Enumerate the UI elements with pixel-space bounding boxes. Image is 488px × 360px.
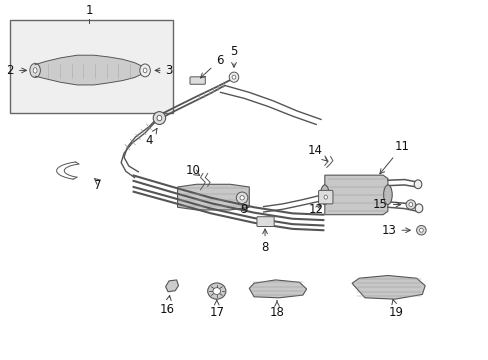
Ellipse shape xyxy=(414,204,422,213)
Ellipse shape xyxy=(240,195,244,200)
Ellipse shape xyxy=(320,185,328,204)
Ellipse shape xyxy=(405,200,415,209)
Ellipse shape xyxy=(413,180,421,189)
Text: 18: 18 xyxy=(269,301,284,319)
Text: 19: 19 xyxy=(388,300,403,319)
Polygon shape xyxy=(351,275,425,299)
Ellipse shape xyxy=(157,115,162,121)
FancyBboxPatch shape xyxy=(190,77,205,84)
Ellipse shape xyxy=(236,192,247,203)
Text: 11: 11 xyxy=(379,140,409,174)
Text: 16: 16 xyxy=(159,296,174,316)
Ellipse shape xyxy=(33,68,37,73)
Ellipse shape xyxy=(416,225,425,235)
Ellipse shape xyxy=(232,75,235,79)
Text: 9: 9 xyxy=(239,203,247,216)
Text: 2: 2 xyxy=(6,64,26,77)
Text: 12: 12 xyxy=(308,203,323,216)
Ellipse shape xyxy=(207,283,225,299)
Polygon shape xyxy=(324,175,387,215)
Text: 5: 5 xyxy=(230,45,237,67)
Polygon shape xyxy=(177,184,249,210)
Text: 13: 13 xyxy=(381,224,409,237)
Polygon shape xyxy=(249,280,306,298)
Ellipse shape xyxy=(324,195,327,199)
Ellipse shape xyxy=(212,288,220,294)
Text: 7: 7 xyxy=(93,179,101,192)
Ellipse shape xyxy=(30,63,41,77)
Ellipse shape xyxy=(153,112,165,125)
Text: 3: 3 xyxy=(155,64,173,77)
Ellipse shape xyxy=(419,228,423,232)
Text: 17: 17 xyxy=(209,300,224,319)
Ellipse shape xyxy=(383,185,391,204)
Text: 14: 14 xyxy=(307,144,327,162)
Text: 10: 10 xyxy=(185,163,201,177)
FancyBboxPatch shape xyxy=(256,217,274,226)
Text: 4: 4 xyxy=(145,129,157,147)
Ellipse shape xyxy=(408,203,412,207)
Polygon shape xyxy=(165,280,178,292)
Ellipse shape xyxy=(229,72,238,82)
Text: 15: 15 xyxy=(372,198,400,211)
Bar xyxy=(10,20,172,113)
FancyBboxPatch shape xyxy=(318,190,332,204)
Polygon shape xyxy=(35,55,142,85)
Ellipse shape xyxy=(143,68,147,73)
Text: 1: 1 xyxy=(85,4,93,17)
Ellipse shape xyxy=(140,64,150,77)
Text: 8: 8 xyxy=(261,229,268,254)
Text: 6: 6 xyxy=(200,54,223,78)
